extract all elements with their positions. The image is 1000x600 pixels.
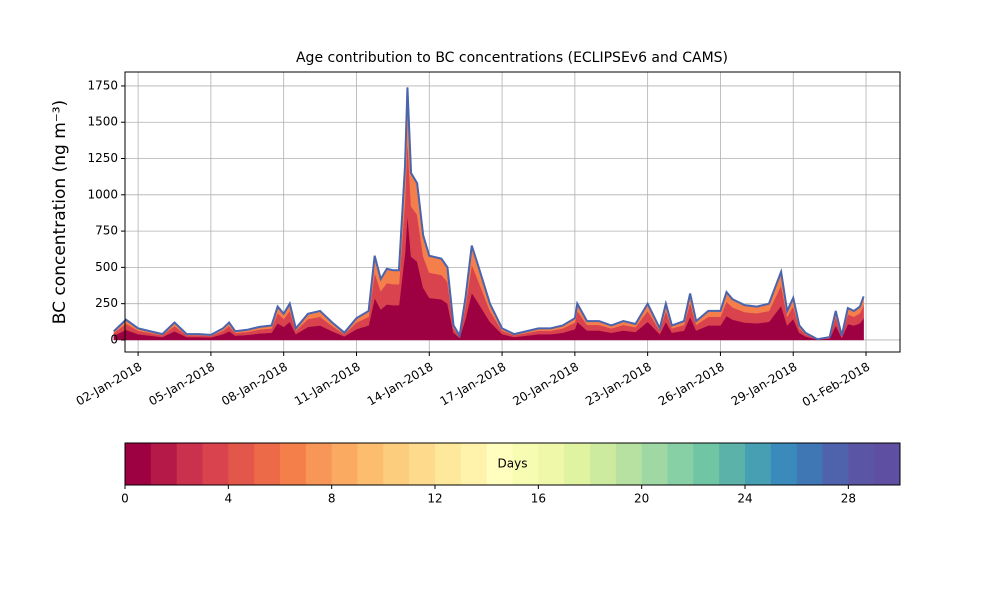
colorbar-cell — [848, 443, 875, 485]
x-tick-label: 05-Jan-2018 — [146, 360, 217, 409]
colorbar-cell — [125, 443, 152, 485]
x-tick-label: 11-Jan-2018 — [292, 360, 363, 409]
colorbar-cell — [202, 443, 229, 485]
colorbar-cell — [383, 443, 410, 485]
colorbar-cell — [615, 443, 643, 485]
y-tick-label: 1500 — [87, 115, 118, 129]
y-tick-label: 750 — [95, 224, 118, 238]
colorbar-cell — [150, 443, 178, 485]
y-tick-label: 250 — [95, 296, 118, 310]
colorbar-cell — [745, 443, 772, 485]
colorbar-tick-label: 4 — [225, 492, 233, 506]
colorbar-cell — [331, 443, 358, 485]
colorbar-tick-label: 20 — [634, 492, 649, 506]
colorbar-cell — [409, 443, 436, 485]
x-tick-label: 08-Jan-2018 — [219, 360, 290, 409]
x-tick-label: 02-Jan-2018 — [74, 360, 145, 409]
y-axis-label: BC concentration (ng m⁻³) — [50, 100, 70, 324]
x-tick-label: 29-Jan-2018 — [729, 360, 800, 409]
x-tick-label: 20-Jan-2018 — [510, 360, 581, 409]
colorbar-cell — [305, 443, 333, 485]
y-tick-label: 1000 — [87, 187, 118, 201]
colorbar-cell — [357, 443, 384, 485]
colorbar-tick-label: 24 — [737, 492, 752, 506]
x-tick-label: 01-Feb-2018 — [800, 360, 873, 410]
colorbar-cell — [822, 443, 849, 485]
colorbar-cell — [693, 443, 720, 485]
colorbar-cell — [874, 443, 901, 485]
y-tick-label: 0 — [110, 332, 118, 346]
colorbar-cell — [435, 443, 462, 485]
colorbar-cell — [770, 443, 798, 485]
colorbar-cell — [228, 443, 255, 485]
chart-title: Age contribution to BC concentrations (E… — [296, 50, 728, 66]
colorbar-tick-label: 28 — [841, 492, 856, 506]
colorbar-label: Days — [498, 457, 528, 471]
plot-frame — [124, 71, 901, 353]
colorbar-cell — [280, 443, 307, 485]
colorbar-tick-label: 12 — [427, 492, 442, 506]
colorbar-cell — [176, 443, 203, 485]
outline — [113, 87, 865, 341]
colorbar-cell — [590, 443, 617, 485]
x-tick-label: 17-Jan-2018 — [438, 360, 509, 409]
colorbar-frame — [124, 442, 901, 486]
colorbar-cell — [796, 443, 823, 485]
x-tick-label: 14-Jan-2018 — [365, 360, 436, 409]
colorbar-cell — [538, 443, 565, 485]
colorbar-cell — [254, 443, 281, 485]
colorbar-cell — [667, 443, 694, 485]
y-tick-label: 1250 — [87, 151, 118, 165]
colorbar-tick-label: 8 — [328, 492, 336, 506]
colorbar-cell — [641, 443, 668, 485]
colorbar-tick-label: 16 — [531, 492, 546, 506]
colorbar-cell — [719, 443, 746, 485]
x-tick-label: 23-Jan-2018 — [583, 360, 654, 409]
colorbar-cell — [564, 443, 591, 485]
x-tick-label: 26-Jan-2018 — [656, 360, 727, 409]
colorbar-cell — [486, 443, 513, 485]
y-tick-label: 1750 — [87, 78, 118, 92]
colorbar-cell — [460, 443, 488, 485]
y-tick-label: 500 — [95, 260, 118, 274]
colorbar-cell — [512, 443, 539, 485]
colorbar-tick-label: 0 — [121, 492, 129, 506]
